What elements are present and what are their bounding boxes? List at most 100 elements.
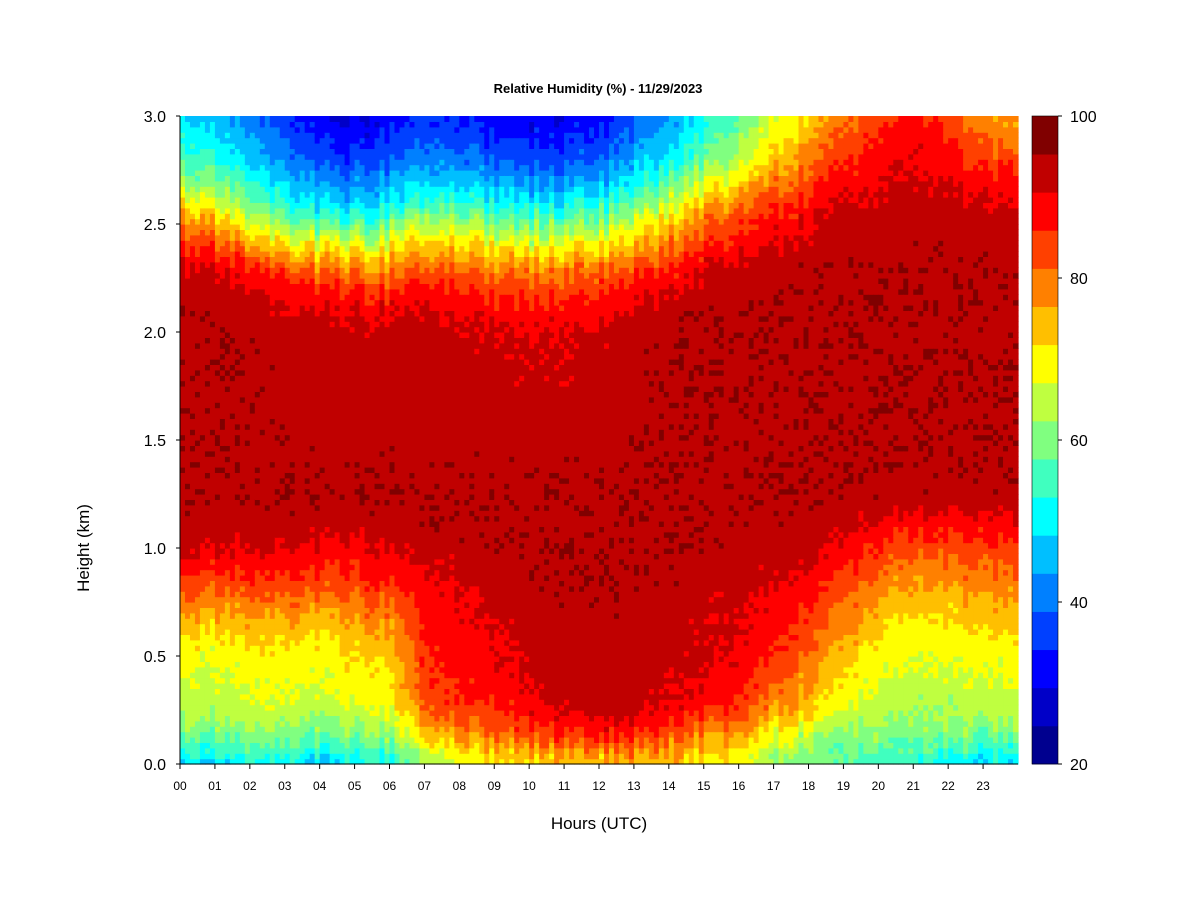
heatmap-cell — [374, 207, 381, 214]
heatmap-cell — [199, 564, 206, 571]
heatmap-cell — [214, 488, 221, 495]
heatmap-cell — [344, 353, 351, 360]
heatmap-cell — [194, 494, 201, 500]
heatmap-cell — [204, 315, 211, 322]
heatmap-cell — [254, 396, 261, 403]
heatmap-cell — [294, 510, 301, 517]
heatmap-cell — [244, 240, 251, 247]
heatmap-cell — [194, 753, 201, 760]
heatmap-cell — [364, 731, 371, 738]
heatmap-cell — [299, 461, 306, 468]
heatmap-cell — [239, 153, 246, 160]
heatmap-cell — [339, 315, 346, 322]
heatmap-cell — [229, 661, 236, 668]
heatmap-cell — [264, 569, 271, 576]
heatmap-cell — [344, 326, 351, 333]
heatmap-cell — [339, 261, 346, 268]
heatmap-cell — [354, 575, 361, 581]
heatmap-cell — [224, 440, 231, 446]
heatmap-cell — [369, 704, 376, 711]
heatmap-cell — [254, 386, 261, 392]
heatmap-cell — [349, 693, 356, 700]
heatmap-cell — [229, 564, 236, 571]
heatmap-cell — [180, 218, 186, 225]
heatmap-cell — [199, 348, 206, 355]
heatmap-cell — [349, 677, 356, 684]
heatmap-cell — [319, 305, 326, 311]
heatmap-cell — [344, 661, 351, 668]
heatmap-cell — [254, 121, 261, 128]
heatmap-cell — [194, 461, 201, 468]
heatmap-cell — [369, 623, 376, 630]
heatmap-cell — [274, 321, 281, 328]
heatmap-cell — [314, 461, 321, 468]
heatmap-cell — [274, 623, 281, 630]
heatmap-cell — [354, 299, 361, 306]
heatmap-cell — [319, 229, 326, 236]
heatmap-cell — [294, 245, 301, 252]
heatmap-cell — [269, 337, 276, 344]
heatmap-cell — [344, 229, 351, 236]
heatmap-cell — [354, 683, 361, 689]
heatmap-cell — [180, 272, 186, 279]
heatmap-cell — [334, 294, 341, 301]
heatmap-cell — [304, 537, 311, 544]
heatmap-cell — [344, 526, 351, 533]
heatmap-cell — [254, 720, 261, 727]
heatmap-cell — [284, 747, 291, 754]
heatmap-cell — [184, 710, 191, 716]
heatmap-cell — [209, 375, 216, 382]
heatmap-cell — [379, 278, 386, 284]
heatmap-cell — [229, 623, 236, 630]
heatmap-cell — [259, 591, 266, 598]
heatmap-cell — [379, 218, 386, 225]
heatmap-cell — [294, 218, 301, 225]
heatmap-cell — [359, 391, 366, 398]
heatmap-cell — [289, 380, 296, 387]
heatmap-cell — [299, 564, 306, 571]
heatmap-cell — [204, 521, 211, 527]
heatmap-cell — [249, 116, 256, 122]
heatmap-cell — [304, 207, 311, 214]
heatmap-cell — [269, 672, 276, 679]
heatmap-cell — [219, 326, 226, 333]
heatmap-cell — [259, 634, 266, 641]
heatmap-cell — [299, 656, 306, 662]
heatmap-cell — [299, 359, 306, 365]
heatmap-cell — [214, 229, 221, 236]
heatmap-cell — [354, 380, 361, 387]
heatmap-cell — [254, 461, 261, 468]
heatmap-cell — [339, 710, 346, 716]
heatmap-cell — [319, 126, 326, 133]
heatmap-cell — [259, 261, 266, 268]
heatmap-cell — [289, 143, 296, 149]
heatmap-cell — [294, 197, 301, 203]
heatmap-cell — [309, 213, 316, 220]
heatmap-cell — [379, 267, 386, 274]
heatmap-cell — [349, 186, 356, 193]
heatmap-cell — [180, 364, 186, 371]
heatmap-cell — [219, 688, 226, 695]
heatmap-cell — [264, 747, 271, 754]
heatmap-cell — [184, 623, 191, 630]
heatmap-cell — [274, 413, 281, 419]
heatmap-cell — [334, 202, 341, 209]
heatmap-cell — [364, 704, 371, 711]
heatmap-cell — [269, 191, 276, 198]
heatmap-cell — [224, 375, 231, 382]
heatmap-cell — [379, 467, 386, 473]
heatmap-cell — [334, 396, 341, 403]
heatmap-cell — [180, 456, 186, 463]
heatmap-cell — [289, 267, 296, 274]
heatmap-cell — [299, 704, 306, 711]
heatmap-cell — [204, 359, 211, 365]
heatmap-cell — [354, 450, 361, 457]
heatmap-cell — [254, 294, 261, 301]
heatmap-cell — [374, 213, 381, 220]
heatmap-cell — [349, 251, 356, 257]
heatmap-cell — [279, 321, 286, 328]
heatmap-cell — [334, 251, 341, 257]
heatmap-cell — [239, 726, 246, 733]
heatmap-cell — [324, 731, 331, 738]
heatmap-cell — [309, 143, 316, 149]
